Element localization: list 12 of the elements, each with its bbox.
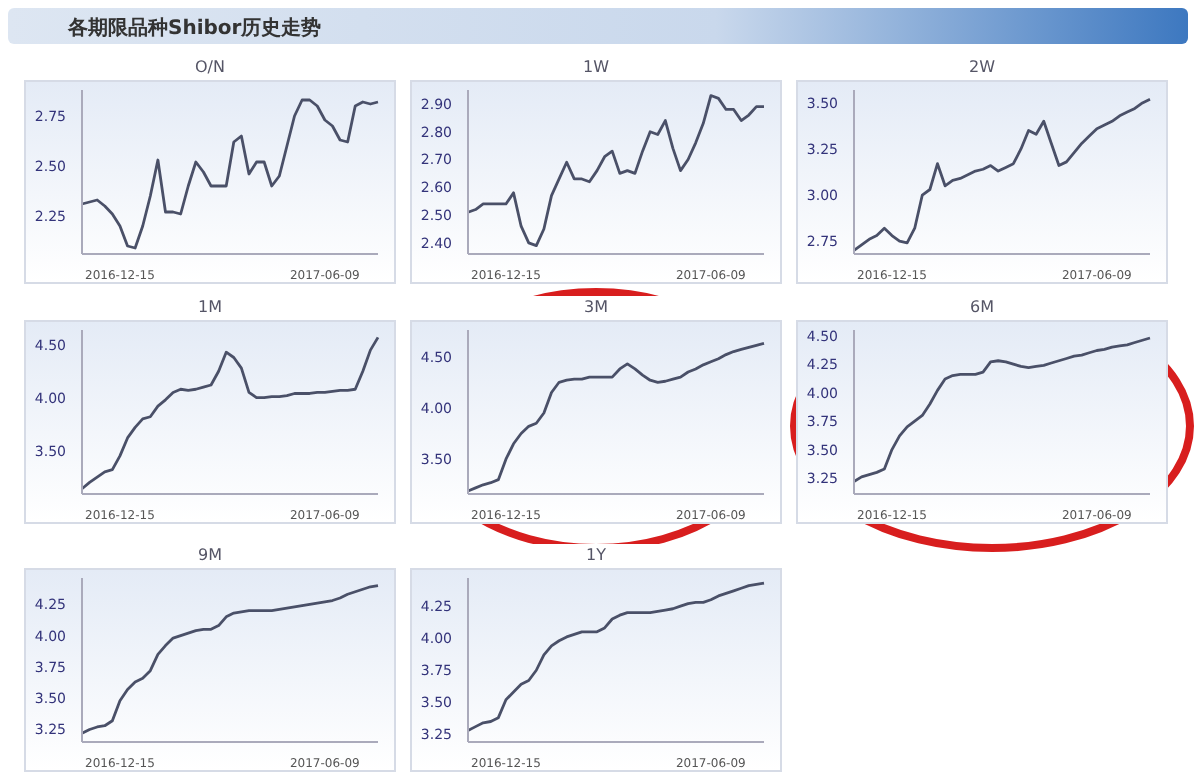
chart-title: 1M [196, 296, 224, 320]
line-series [852, 97, 1152, 252]
chart-title: 1W [581, 56, 611, 80]
line-series [80, 98, 380, 250]
chart-title: 2W [967, 56, 997, 80]
line-series [80, 584, 380, 735]
chart-title: 9M [196, 544, 224, 568]
chart-title: O/N [193, 56, 227, 80]
text: 各期限品种Shibor历史走势 [68, 15, 322, 42]
line-series [466, 581, 766, 732]
line-series [466, 94, 766, 248]
line-series [80, 336, 380, 491]
